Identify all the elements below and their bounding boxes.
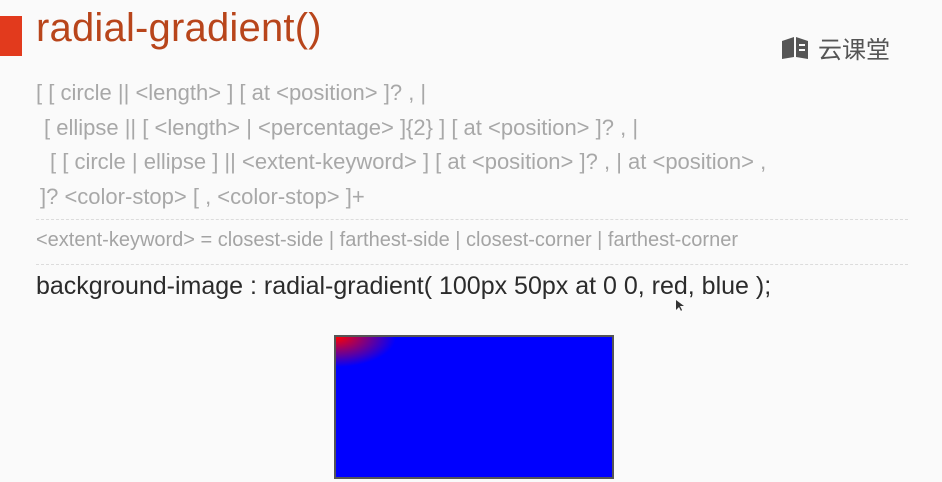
syntax-line: [ [ circle | ellipse ] || <extent-keywor… [50,149,767,174]
brand-logo: 云课堂 [780,30,890,65]
brand-name: 云课堂 [818,36,890,64]
slide-title: radial-gradient() [36,6,322,50]
divider [36,264,908,265]
syntax-line: ]? <color-stop> [ , <color-stop> ]+ [40,183,365,209]
extent-keyword-definition: <extent-keyword> = closest-side | farthe… [36,229,738,251]
syntax-definition: [ [ circle || <length> ] [ at <position>… [36,76,766,214]
book-icon [782,36,808,59]
syntax-line: [ ellipse || [ <length> | <percentage> ]… [44,114,639,140]
syntax-line: [ [ circle || <length> ] [ at <position>… [36,80,427,105]
accent-bar [0,16,22,56]
mouse-cursor-icon [676,300,684,311]
example-code: background-image : radial-gradient( 100p… [36,272,772,300]
gradient-demo-box [334,335,614,479]
divider [36,219,908,220]
